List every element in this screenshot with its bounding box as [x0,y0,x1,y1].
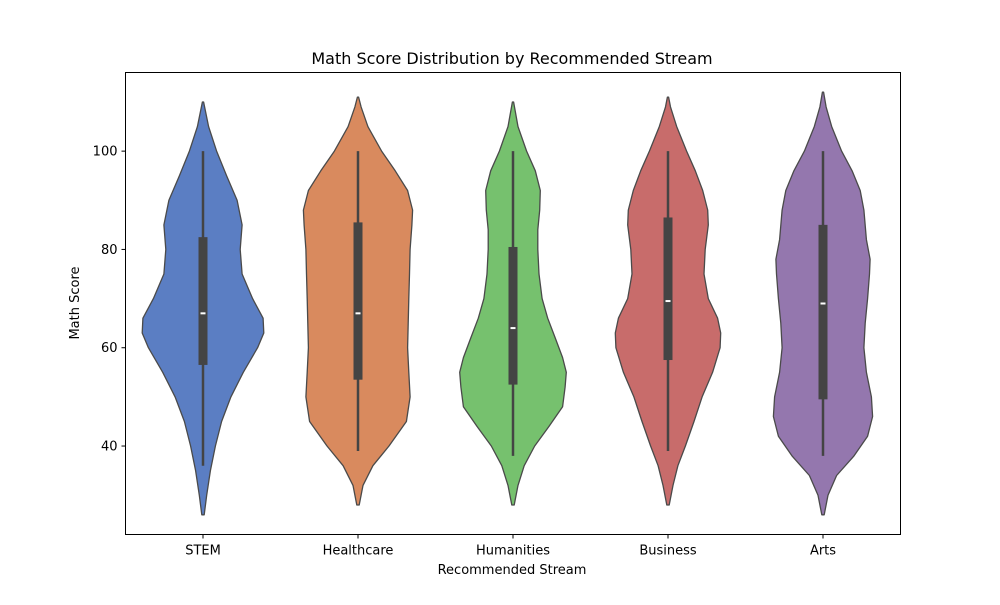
x-axis-ticks: STEM Healthcare Humanities Business Arts [185,534,836,559]
iqr-box-stem [198,237,208,365]
x-tick-label-business: Business [639,544,697,559]
iqr-box-arts [818,224,828,400]
x-axis-label: Recommended Stream [438,563,587,578]
y-axis-ticks: 40 60 80 100 [93,145,126,455]
x-tick-label-arts: Arts [810,544,836,559]
y-tick-label-100: 100 [93,145,118,160]
violins-group [141,91,874,516]
y-axis-label: Math Score [68,266,83,339]
x-tick-label-healthcare: Healthcare [323,544,394,559]
x-tick-label-stem: STEM [185,544,221,559]
x-tick-label-humanities: Humanities [476,544,550,559]
iqr-box-humanities [508,246,518,385]
y-tick-label-60: 60 [101,341,118,356]
iqr-box-business [663,217,673,361]
y-tick-label-40: 40 [101,440,118,455]
chart-title: Math Score Distribution by Recommended S… [311,49,712,68]
y-tick-label-80: 80 [101,243,118,258]
iqr-box-healthcare [353,222,363,380]
